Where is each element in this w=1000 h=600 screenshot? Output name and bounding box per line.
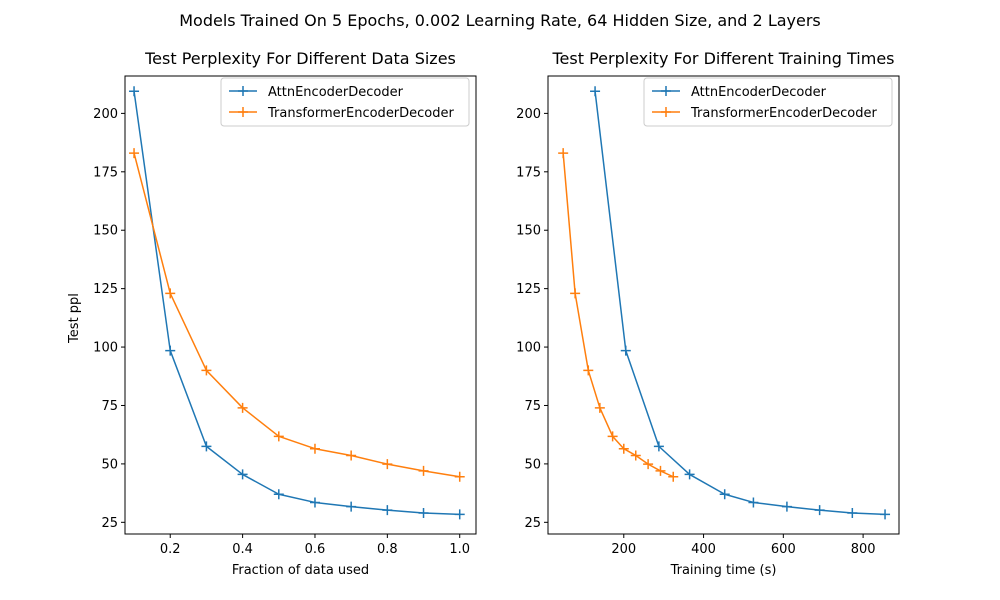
- y-tick-label: 200: [516, 107, 541, 122]
- data-point: [590, 86, 601, 97]
- data-point: [655, 465, 666, 476]
- data-point: [346, 450, 357, 461]
- data-point: [273, 431, 284, 442]
- y-tick-label: 100: [516, 341, 541, 356]
- x-tick-label: 800: [851, 542, 876, 557]
- y-tick-label: 175: [516, 165, 541, 180]
- data-point: [418, 465, 429, 476]
- data-point: [309, 497, 320, 508]
- data-point: [237, 402, 248, 413]
- legend: AttnEncoderDecoder TransformerEncoderDec…: [643, 77, 893, 127]
- data-point: [165, 288, 176, 299]
- data-point: [668, 471, 679, 482]
- data-point: [847, 507, 858, 518]
- y-tick-label: 125: [93, 282, 118, 297]
- x-tick-label: 200: [611, 542, 636, 557]
- data-point: [558, 148, 569, 159]
- series-line: [562, 153, 674, 478]
- y-tick-label: 100: [93, 341, 118, 356]
- y-tick-label: 175: [93, 165, 118, 180]
- data-point: [454, 471, 465, 482]
- figure-suptitle: Models Trained On 5 Epochs, 0.002 Learni…: [179, 11, 821, 30]
- plot-data-sizes: Test Perplexity For Different Data Sizes…: [67, 49, 477, 578]
- data-point: [684, 469, 695, 480]
- data-point: [607, 431, 618, 442]
- legend-entry-transformer: TransformerEncoderDecoder: [652, 106, 878, 121]
- data-point: [781, 501, 792, 512]
- x-tick-label: 1.0: [449, 542, 470, 557]
- legend-frame: [220, 77, 470, 127]
- data-point: [382, 459, 393, 470]
- axes-frame: [124, 75, 477, 535]
- data-point: [630, 450, 641, 461]
- data-point: [570, 288, 581, 299]
- y-tick-label: 50: [524, 457, 541, 472]
- data-point: [653, 441, 664, 452]
- data-point: [201, 365, 212, 376]
- legend-frame: [643, 77, 893, 127]
- data-point: [454, 509, 465, 520]
- series-line: [133, 152, 460, 478]
- legend-marker-attn: [661, 86, 671, 96]
- y-tick-label: 150: [93, 224, 118, 239]
- y-tick-label: 25: [101, 516, 118, 531]
- data-point: [346, 501, 357, 512]
- legend-marker-transformer: [661, 107, 671, 117]
- data-point: [309, 443, 320, 454]
- y-tick-label: 75: [101, 399, 118, 414]
- series-line: [133, 91, 460, 516]
- x-axis-label: Training time (s): [670, 563, 777, 578]
- x-tick-label: 600: [771, 542, 796, 557]
- legend-entry-transformer: TransformerEncoderDecoder: [229, 106, 455, 121]
- plot-title: Test Perplexity For Different Data Sizes: [144, 49, 456, 68]
- data-point: [129, 148, 140, 159]
- x-axis-label: Fraction of data used: [232, 563, 369, 578]
- series-line: [594, 91, 886, 516]
- legend-entry-attn: AttnEncoderDecoder: [229, 85, 404, 100]
- data-point: [643, 459, 654, 470]
- data-point: [748, 497, 759, 508]
- x-tick-label: 400: [691, 542, 716, 557]
- y-tick-label: 125: [516, 282, 541, 297]
- legend-label-attn: AttnEncoderDecoder: [268, 85, 404, 100]
- legend-label-attn: AttnEncoderDecoder: [691, 85, 827, 100]
- x-tick-label: 0.4: [232, 542, 253, 557]
- data-point: [620, 345, 631, 356]
- data-point: [880, 509, 891, 520]
- y-tick-label: 50: [101, 457, 118, 472]
- x-tick-label: 0.2: [160, 542, 181, 557]
- plot-area: 0.2 0.4 0.6 0.8 1.0 25 50 75 100 125 150 175 200: [93, 75, 477, 557]
- data-point: [382, 505, 393, 516]
- y-tick-label: 75: [524, 399, 541, 414]
- x-tick-label: 0.8: [377, 542, 398, 557]
- plot-title: Test Perplexity For Different Training T…: [552, 49, 895, 68]
- y-tick-label: 200: [93, 107, 118, 122]
- x-tick-label: 0.6: [305, 542, 326, 557]
- plot-training-times: Test Perplexity For Different Training T…: [516, 49, 900, 578]
- data-point: [129, 86, 140, 97]
- data-point: [418, 507, 429, 518]
- data-point: [165, 345, 176, 356]
- y-tick-label: 150: [516, 224, 541, 239]
- data-point: [814, 505, 825, 516]
- data-point: [237, 469, 248, 480]
- legend-marker-attn: [238, 86, 248, 96]
- y-axis-label: Test ppl: [67, 293, 82, 344]
- legend-label-transformer: TransformerEncoderDecoder: [267, 106, 455, 121]
- data-point: [273, 489, 284, 500]
- data-point: [618, 443, 629, 454]
- axes-frame: [547, 75, 900, 535]
- data-point: [201, 441, 212, 452]
- y-tick-label: 25: [524, 516, 541, 531]
- data-point: [719, 489, 730, 500]
- plot-area: 200 400 600 800 25 50 75 100 125 150 175 200: [516, 75, 900, 557]
- legend-entry-attn: AttnEncoderDecoder: [652, 85, 827, 100]
- legend: AttnEncoderDecoder TransformerEncoderDec…: [220, 77, 470, 127]
- legend-marker-transformer: [238, 107, 248, 117]
- data-point: [594, 402, 605, 413]
- legend-label-transformer: TransformerEncoderDecoder: [690, 106, 878, 121]
- data-point: [583, 365, 594, 376]
